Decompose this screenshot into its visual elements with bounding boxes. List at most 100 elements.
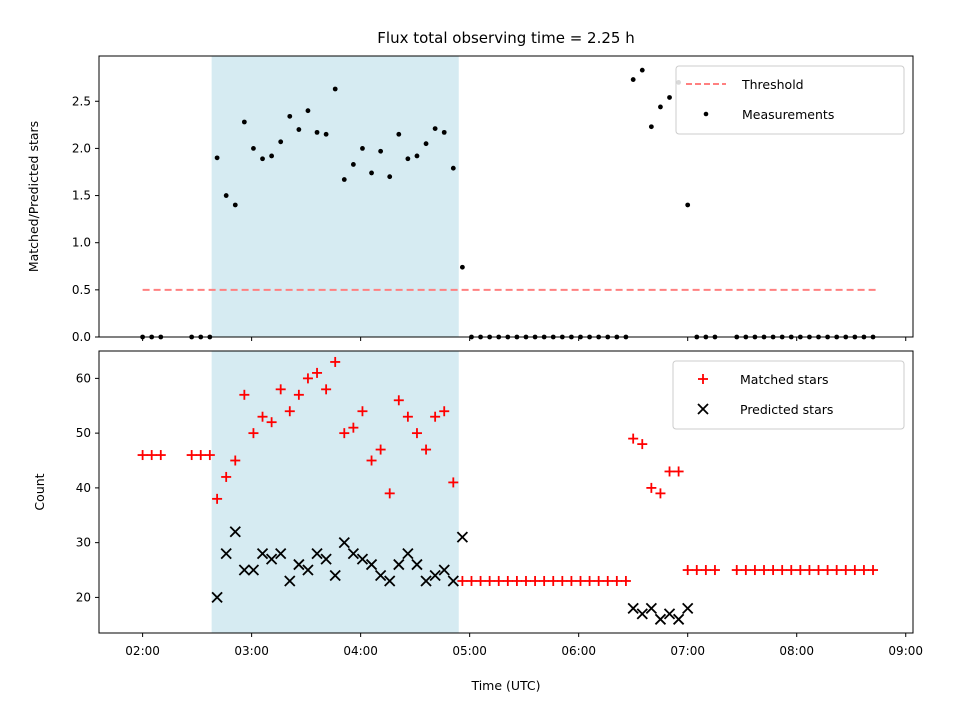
x-tick-label: 04:00 [343,644,378,658]
predicted-point [338,537,350,549]
matched-point [682,565,693,576]
matched-point [293,389,304,400]
bottom-y-tick-label: 40 [76,481,91,495]
bottom-y-axis-label: Count [32,473,47,510]
x-mark-b [329,569,341,582]
x-mark-b [429,569,441,582]
x-mark-b [636,608,648,620]
matched-point [740,565,751,576]
predicted-point [256,547,269,560]
matched-point [457,575,468,586]
measurement-point [323,131,329,137]
bottom-y-tick-label: 20 [76,590,91,604]
matched-point [664,466,675,477]
legend-predicted-label: Predicted stars [740,402,833,417]
measurement-point [639,67,645,73]
measurement-point [305,108,311,114]
measurement-point [630,77,636,82]
top-highlight-span [211,56,459,337]
predicted-point [275,547,287,560]
matched-point [448,477,459,488]
matched-point [493,575,504,586]
legend-threshold-label: Threshold [741,77,804,92]
x-mark-b [220,547,232,560]
measurement-point [269,153,275,159]
x-mark-b [284,575,296,587]
x-mark-b [356,553,369,565]
measurement-point [387,174,393,180]
matched-point [611,575,622,586]
matched-point [566,575,577,586]
matched-point [511,575,522,586]
matched-point [575,575,586,586]
predicted-point [220,547,232,560]
x-mark-b [275,547,287,560]
legend-matched-swatch [698,374,708,384]
matched-point [312,367,323,378]
predicted-point [302,564,314,576]
predicted-point [211,591,223,604]
matched-point [402,411,413,422]
measurement-point [214,155,220,161]
bottom-y-tick-label: 30 [76,536,91,550]
measurement-point [241,119,247,125]
top-y-ticks: 0.0 0.5 1.0 1.5 2.0 2.5 [72,94,99,344]
measurement-point [260,156,265,162]
matched-point [248,428,259,439]
predicted-point [402,547,414,560]
top-legend-box [675,65,905,135]
x-mark-b [420,575,432,587]
measurement-point [396,131,402,137]
matched-point [366,455,377,466]
panel-top: 0.0 0.5 1.0 1.5 2.0 2.5 Flux total observing … [26,29,914,344]
matched-point [239,389,250,400]
measurement-point [432,126,438,132]
predicted-point [356,553,369,565]
x-mark-b [697,403,709,415]
x-mark-b [211,591,223,604]
predicted-point [682,602,694,614]
predicted-point [663,608,676,620]
matched-point [266,417,277,428]
x-mark-b [320,553,332,565]
matched-point [813,565,824,576]
x-tick-label: 07:00 [670,644,705,658]
x-mark-b [663,608,676,620]
bottom-legend: Matched stars Predicted stars [672,360,905,430]
measurement-point [296,127,302,132]
matched-point [548,575,559,586]
measurement-point [251,146,256,151]
x-mark-b [672,613,685,625]
x-mark-b [347,547,360,560]
legend-plus-glyph [698,374,708,384]
matched-point [257,411,268,422]
matched-point [348,422,359,433]
matched-point [584,575,595,586]
x-mark-b [265,553,278,565]
predicted-point [293,558,305,571]
x-tick-label: 06:00 [561,644,596,658]
matched-point [539,575,550,586]
matched-point [822,565,833,576]
matched-point [146,450,157,461]
bottom-legend-box [672,360,905,430]
matched-point [375,444,386,455]
matched-point [204,450,215,461]
predicted-point [411,558,423,571]
measurement-point [223,193,229,198]
predicted-point [247,564,260,576]
matched-point [155,450,166,461]
x-tick-label: 09:00 [888,644,923,658]
measurement-point [648,124,654,130]
measurement-point [667,95,672,100]
measurement-point [369,170,374,176]
matched-point [795,565,806,576]
predicted-point [229,526,241,538]
predicted-point [429,569,441,582]
matched-point [411,428,422,439]
matched-point [709,565,720,576]
x-axis-label: Time (UTC) [470,678,540,693]
legend-predicted-swatch [697,403,709,415]
matched-point [804,565,815,576]
matched-point [786,565,797,576]
